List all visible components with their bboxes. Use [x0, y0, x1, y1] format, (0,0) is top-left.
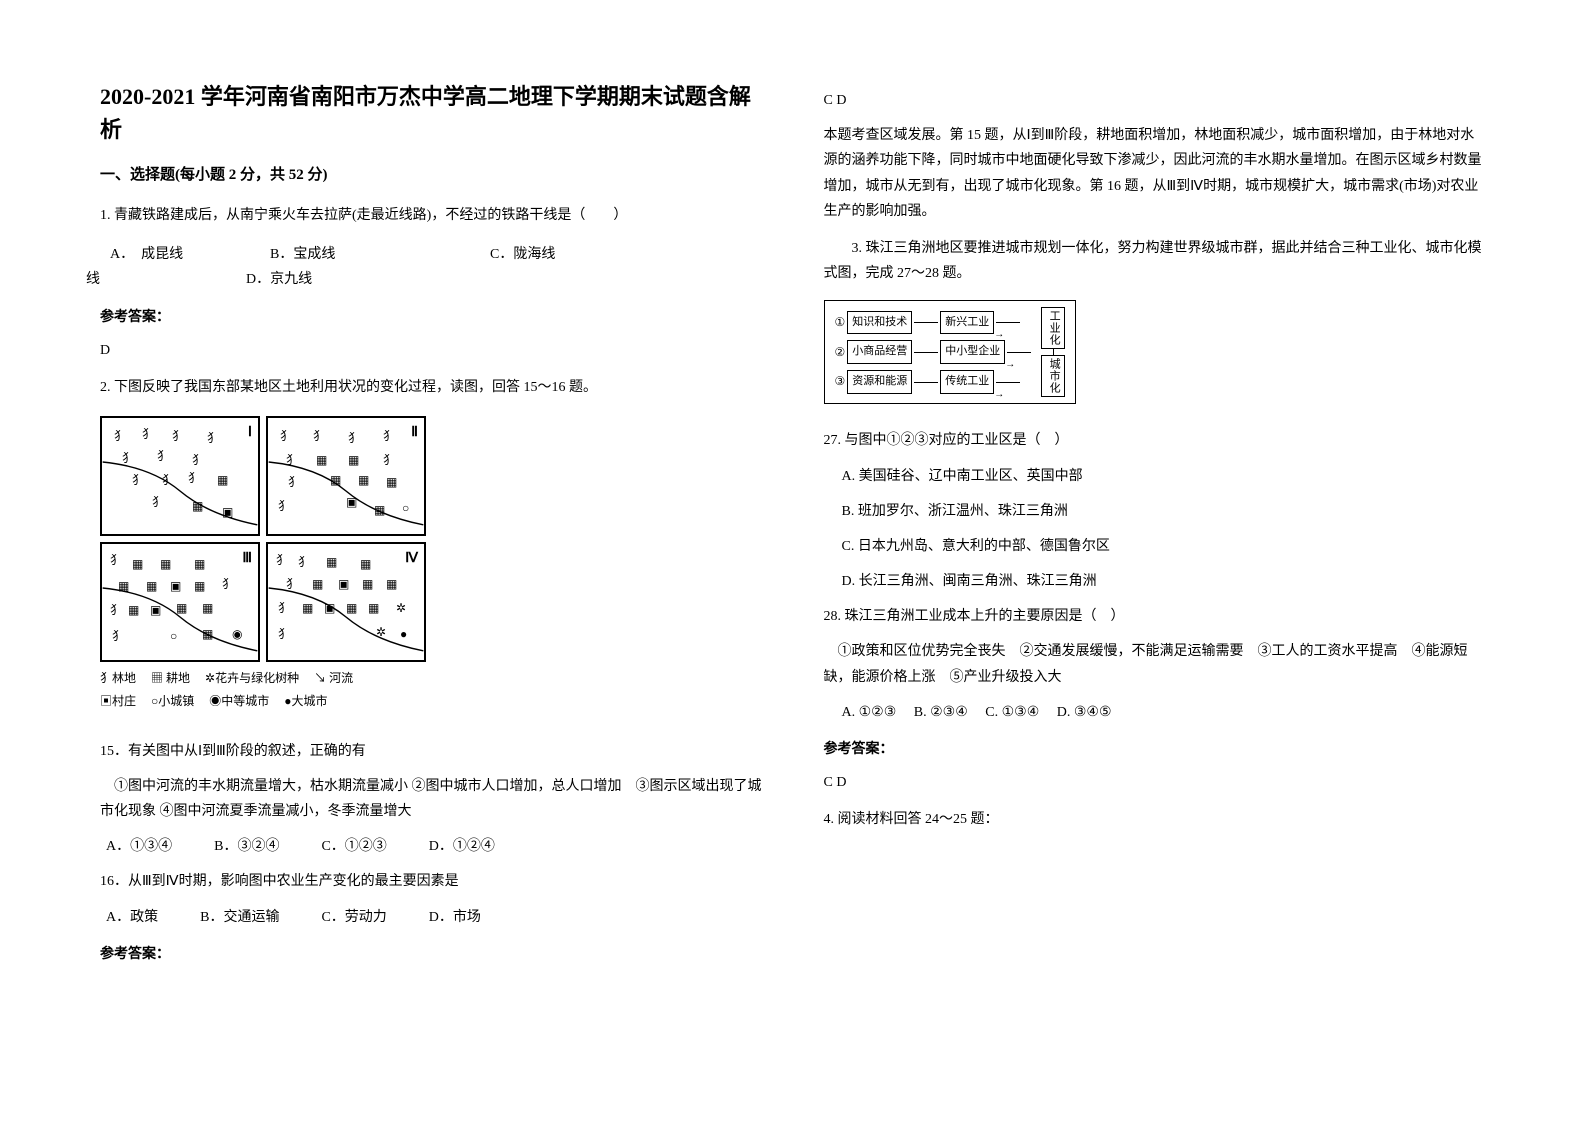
- industrialization-flowchart: ① 知识和技术 新兴工业 ② 小商品经营 中小型企业 ③: [824, 300, 1077, 404]
- fc-box-1a: 知识和技术: [847, 311, 912, 335]
- q2-answer: C D: [824, 88, 1488, 113]
- land-use-diagram: Ⅰ ⺨⺨⺨⺨ ⺨⺨⺨ ⺨⺨⺨ ⺨▦ ▦▣ Ⅱ ⺨⺨⺨⺨ ⺨▦▦⺨ ⺨▦▦ ⺨▣▦…: [100, 416, 430, 713]
- q16-options: A．政策 B．交通运输 C．劳动力 D．市场: [106, 905, 764, 930]
- legend-farmland: ▦ 耕地: [151, 671, 190, 685]
- q1-answer: D: [100, 338, 764, 363]
- q1-opt-a: A． 成昆线: [110, 242, 270, 267]
- q27-opt-a: A. 美国硅谷、辽中南工业区、英国中部: [842, 464, 1488, 489]
- q3-intro: 3. 珠江三角洲地区要推进城市规划一体化，努力构建世界级城市群，据此并结合三种工…: [824, 236, 1488, 286]
- fc-right-2: 城市化: [1041, 355, 1065, 397]
- q2-explanation: 本题考查区域发展。第 15 题，从Ⅰ到Ⅲ阶段，耕地面积增加，林地面积减少，城市面…: [824, 123, 1488, 224]
- legend-town: ○小城镇: [151, 694, 194, 708]
- answer-label-1: 参考答案：: [100, 305, 764, 330]
- panel-3: Ⅲ ⺨▦▦▦ ▦▦▣▦⺨ ⺨▦▣▦▦ ⺨○▦◉: [100, 542, 260, 662]
- panel-1: Ⅰ ⺨⺨⺨⺨ ⺨⺨⺨ ⺨⺨⺨ ⺨▦ ▦▣: [100, 416, 260, 536]
- question-3: 3. 珠江三角洲地区要推进城市规划一体化，努力构建世界级城市群，据此并结合三种工…: [824, 236, 1488, 725]
- fc-box-3a: 资源和能源: [847, 370, 912, 394]
- q27-options: A. 美国硅谷、辽中南工业区、英国中部 B. 班加罗尔、浙江温州、珠江三角洲 C…: [824, 464, 1488, 595]
- answer-label-3: 参考答案：: [824, 737, 1488, 762]
- q27-text: 27. 与图中①②③对应的工业区是（ ）: [824, 428, 1488, 453]
- fc-num-2: ②: [835, 342, 846, 364]
- q1-text: 1. 青藏铁路建成后，从南宁乘火车去拉萨(走最近线路)，不经过的铁路干线是（ ）: [100, 203, 764, 228]
- left-column: 2020-2021 学年河南省南阳市万杰中学高二地理下学期期末试题含解析 一、选…: [100, 80, 764, 1082]
- q3-answer: C D: [824, 770, 1488, 795]
- fc-box-3b: 传统工业: [940, 370, 994, 394]
- fc-num-3: ③: [835, 371, 846, 393]
- exam-title: 2020-2021 学年河南省南阳市万杰中学高二地理下学期期末试题含解析: [100, 80, 764, 146]
- legend-river: ↘ 河流: [314, 671, 353, 685]
- fc-box-1b: 新兴工业: [940, 311, 994, 335]
- q2-text: 2. 下图反映了我国东部某地区土地利用状况的变化过程，读图，回答 15～16 题…: [100, 375, 764, 400]
- q27-opt-d: D. 长江三角洲、闽南三角洲、珠江三角洲: [842, 569, 1488, 594]
- fc-num-1: ①: [835, 312, 846, 334]
- legend-bigcity: ●大城市: [284, 694, 327, 708]
- q27-opt-c: C. 日本九州岛、意大利的中部、德国鲁尔区: [842, 534, 1488, 559]
- q15-statements: ①图中河流的丰水期流量增大，枯水期流量减小 ②图中城市人口增加，总人口增加 ③图…: [100, 774, 764, 824]
- legend-flower: ✲花卉与绿化树种: [205, 671, 299, 685]
- question-4: 4. 阅读材料回答 24～25 题：: [824, 807, 1488, 832]
- q28-options: A. ①②③ B. ②③④ C. ①③④ D. ③④⑤: [842, 700, 1488, 725]
- question-2: 2. 下图反映了我国东部某地区土地利用状况的变化过程，读图，回答 15～16 题…: [100, 375, 764, 930]
- answer-label-2: 参考答案：: [100, 942, 764, 967]
- fc-box-2a: 小商品经营: [847, 340, 912, 364]
- q4-text: 4. 阅读材料回答 24～25 题：: [824, 807, 1488, 832]
- q1-options: A． 成昆线 B．宝成线 C．陇海线 线 D．京九线: [110, 242, 764, 292]
- q28-text: 28. 珠江三角洲工业成本上升的主要原因是（ ）: [824, 604, 1488, 629]
- right-column: C D 本题考查区域发展。第 15 题，从Ⅰ到Ⅲ阶段，耕地面积增加，林地面积减少…: [824, 80, 1488, 1082]
- q16-text: 16．从Ⅲ到Ⅳ时期，影响图中农业生产变化的最主要因素是: [100, 869, 764, 894]
- diagram-legend: ⺨林地 ▦ 耕地 ✲花卉与绿化树种 ↘ 河流 ▣村庄 ○小城镇 ◉中等城市 ●大…: [100, 666, 430, 713]
- legend-forest: ⺨林地: [100, 671, 136, 685]
- fc-box-2b: 中小型企业: [940, 340, 1005, 364]
- panel-2: Ⅱ ⺨⺨⺨⺨ ⺨▦▦⺨ ⺨▦▦ ⺨▣▦ ▦○: [266, 416, 426, 536]
- q27-opt-b: B. 班加罗尔、浙江温州、珠江三角洲: [842, 499, 1488, 524]
- q1-opt-b: B．宝成线: [270, 242, 490, 267]
- section-1-heading: 一、选择题(每小题 2 分，共 52 分): [100, 162, 764, 189]
- q28-statements: ①政策和区位优势完全丧失 ②交通发展缓慢，不能满足运输需要 ③工人的工资水平提高…: [824, 639, 1488, 689]
- panel-4: Ⅳ ⺨⺨▦▦ ⺨▦▣▦▦ ⺨▦▣▦▦ ✲ ⺨✲●: [266, 542, 426, 662]
- q15-text: 15．有关图中从Ⅰ到Ⅲ阶段的叙述，正确的有: [100, 739, 764, 764]
- q15-options: A．①③④ B．③②④ C．①②③ D．①②④: [106, 834, 764, 859]
- legend-medcity: ◉中等城市: [209, 694, 269, 708]
- question-1: 1. 青藏铁路建成后，从南宁乘火车去拉萨(走最近线路)，不经过的铁路干线是（ ）…: [100, 203, 764, 293]
- legend-village: ▣村庄: [100, 694, 136, 708]
- q1-opt-d: D．京九线: [246, 267, 466, 292]
- fc-right-1: 工业化: [1041, 307, 1065, 349]
- q1-opt-c: C．陇海线: [490, 242, 555, 267]
